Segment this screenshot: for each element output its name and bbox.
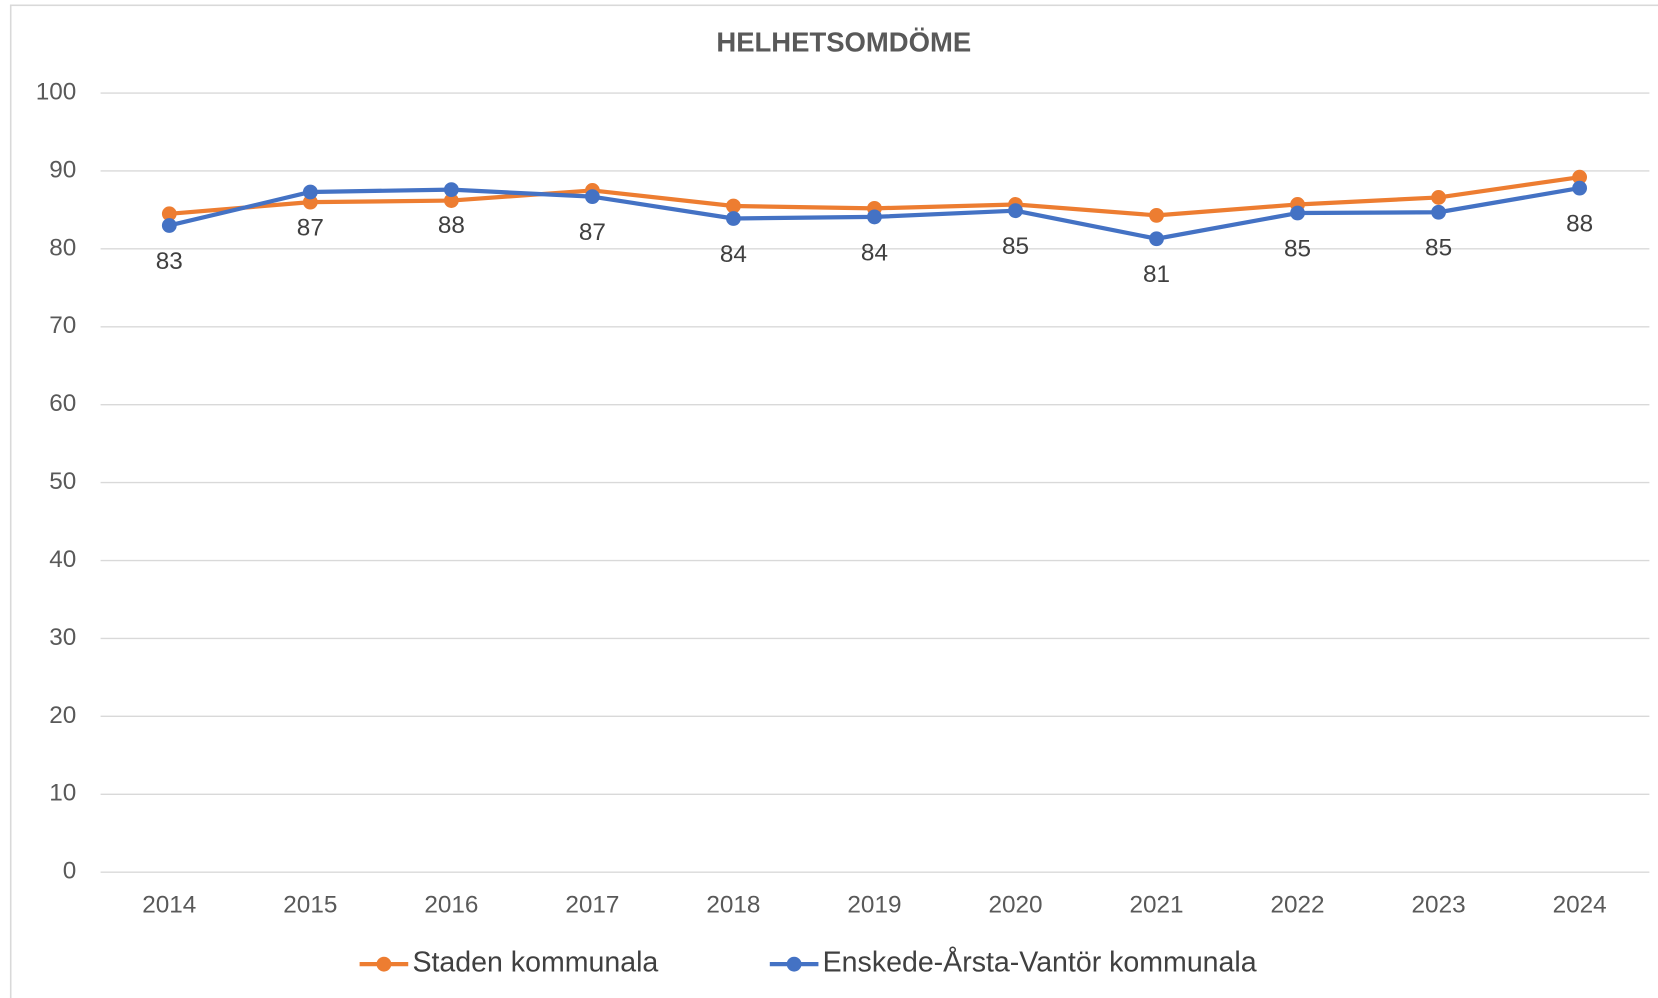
data-point [726, 211, 741, 226]
y-tick-label: 100 [36, 78, 77, 105]
y-tick-label: 50 [49, 468, 76, 495]
x-tick-label: 2014 [142, 891, 196, 918]
x-tick-label: 2015 [283, 891, 337, 918]
legend-label: Enskede-Årsta-Vantör kommunala [823, 947, 1257, 979]
data-point [584, 189, 600, 205]
data-point [1572, 169, 1588, 185]
x-tick-label: 2024 [1553, 891, 1607, 918]
x-tick-label: 2017 [565, 891, 619, 918]
data-label: 87 [579, 219, 606, 246]
data-label: 84 [720, 241, 747, 268]
data-label: 88 [438, 212, 465, 239]
data-label: 81 [1143, 261, 1170, 288]
data-point [1008, 203, 1023, 219]
data-point [161, 206, 177, 222]
y-tick-label: 70 [49, 312, 76, 339]
legend-label: Staden kommunala [412, 947, 658, 979]
y-tick-label: 90 [49, 156, 76, 183]
chart-title: HELHETSOMDÖME [716, 27, 971, 58]
data-label: 85 [1425, 235, 1452, 262]
x-tick-label: 2016 [424, 891, 478, 918]
data-point [161, 218, 177, 233]
x-tick-label: 2022 [1271, 891, 1325, 918]
x-tick-label: 2021 [1129, 891, 1183, 918]
data-point [1149, 231, 1164, 247]
data-label: 85 [1284, 235, 1311, 262]
y-tick-label: 30 [49, 624, 76, 651]
data-label: 87 [297, 214, 324, 241]
data-point [443, 182, 459, 198]
data-point [867, 209, 882, 225]
data-point [1572, 180, 1588, 196]
y-tick-label: 10 [49, 780, 76, 807]
data-point [1149, 207, 1164, 223]
data-point [1431, 190, 1446, 205]
y-tick-label: 0 [63, 858, 77, 885]
data-label: 83 [156, 248, 183, 275]
data-point [1290, 205, 1305, 221]
legend-marker [786, 956, 802, 972]
data-point [1431, 204, 1446, 220]
y-tick-label: 40 [49, 546, 76, 573]
y-tick-label: 20 [49, 702, 76, 729]
y-tick-label: 80 [49, 234, 76, 261]
x-tick-label: 2023 [1412, 891, 1466, 918]
legend-marker [376, 956, 392, 972]
chart-border [9, 4, 1658, 998]
x-tick-label: 2018 [706, 891, 760, 918]
data-point [726, 198, 741, 214]
y-tick-label: 60 [49, 390, 76, 417]
data-label: 88 [1566, 211, 1593, 238]
data-label: 85 [1002, 233, 1029, 260]
data-label: 84 [861, 239, 888, 266]
data-point [443, 193, 459, 208]
data-point [302, 194, 318, 210]
x-tick-label: 2020 [988, 891, 1042, 918]
x-tick-label: 2019 [847, 891, 901, 918]
data-point [302, 184, 318, 200]
